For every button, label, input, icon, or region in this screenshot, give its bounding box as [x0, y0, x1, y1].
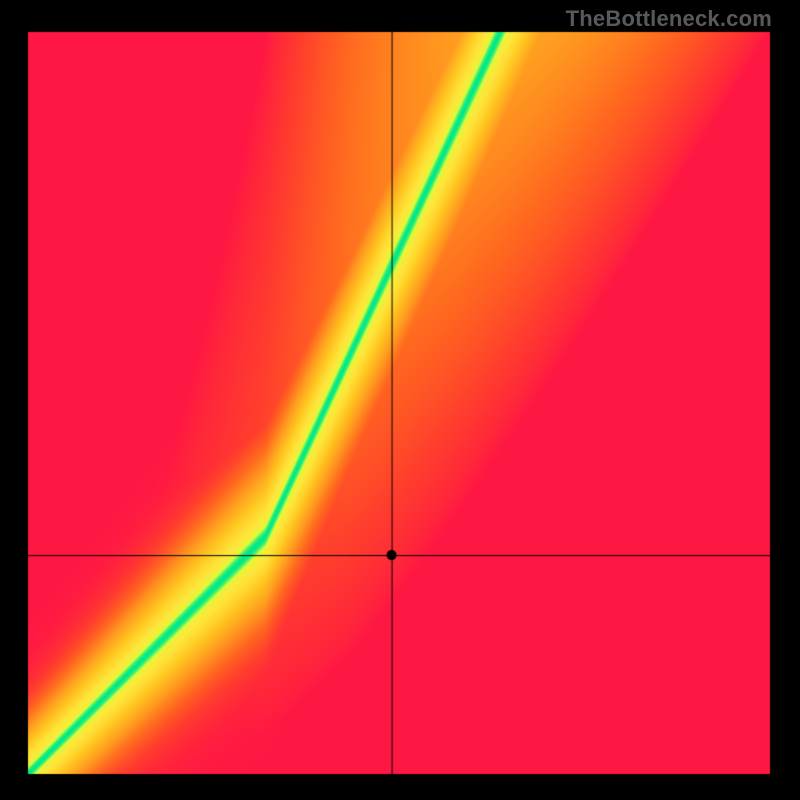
chart-container: TheBottleneck.com	[0, 0, 800, 800]
heatmap-canvas	[0, 0, 800, 800]
watermark-text: TheBottleneck.com	[566, 6, 772, 32]
